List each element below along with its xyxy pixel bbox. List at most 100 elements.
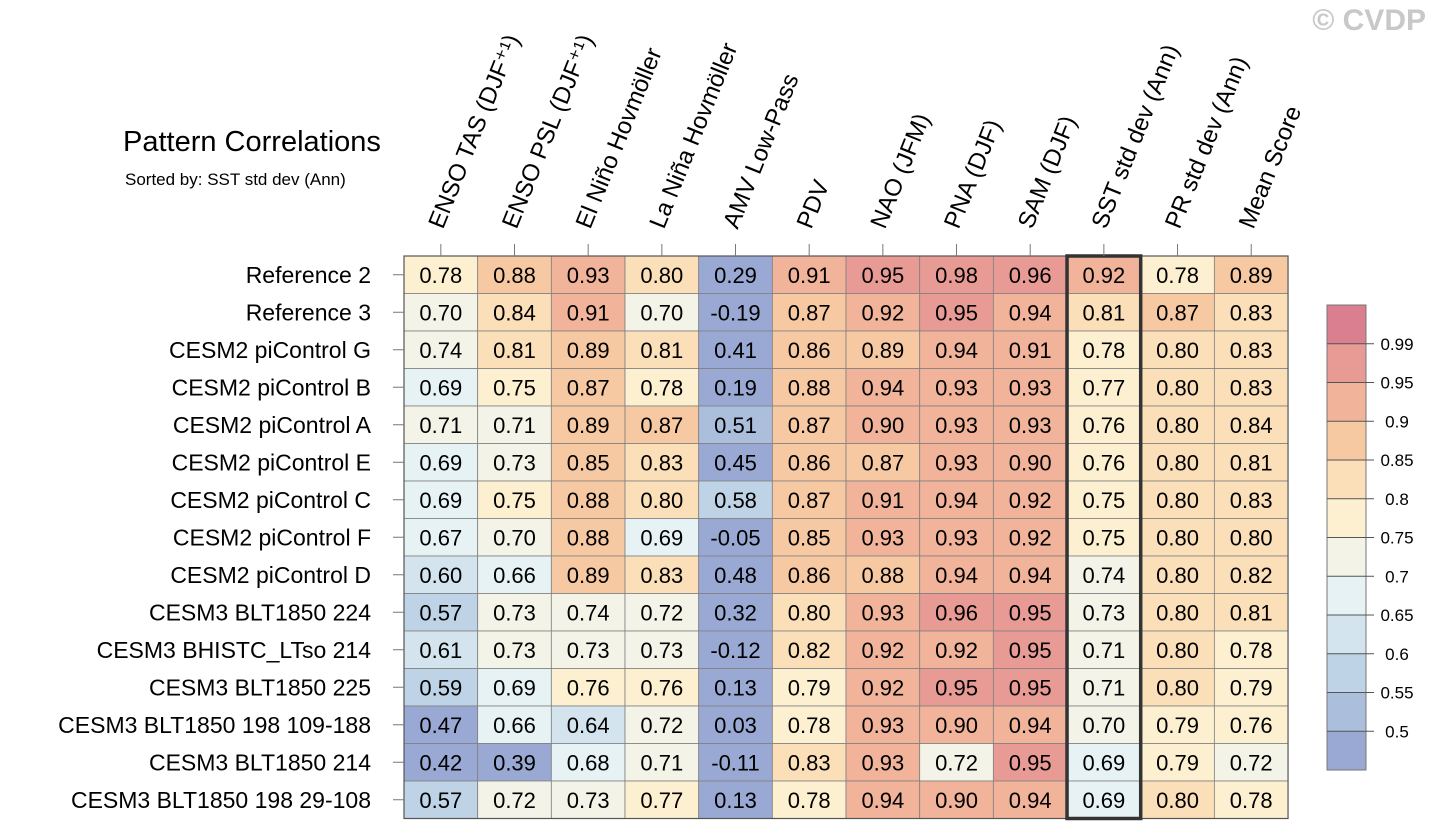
heatmap-cell: [1066, 405, 1142, 444]
cell-value: 0.94: [861, 375, 904, 400]
colorbar-segment: [1327, 498, 1366, 538]
cell-value: 0.71: [1082, 638, 1125, 663]
cell-value: 0.69: [493, 675, 536, 700]
cell-value: 0.89: [567, 413, 610, 438]
cell-value: 0.87: [1156, 300, 1199, 325]
heatmap-cell: [624, 480, 700, 519]
cell-value: 0.69: [419, 488, 462, 513]
column-label: AMV Low-Pass: [718, 70, 804, 232]
heatmap-cell: [1213, 255, 1289, 294]
heatmap-cell: [403, 555, 479, 594]
cell-value: 0.78: [788, 788, 831, 813]
colorbar-segment: [1327, 382, 1366, 422]
cell-value: 0.92: [861, 300, 904, 325]
cell-value: 0.66: [493, 713, 536, 738]
row-label: CESM2 piControl D: [170, 562, 371, 588]
cell-value: 0.61: [419, 638, 462, 663]
cell-value: 0.83: [1230, 338, 1273, 363]
heatmap-cell: [992, 780, 1068, 819]
heatmap-cell: [845, 368, 921, 407]
heatmap-cell: [1066, 593, 1142, 632]
cell-value: 0.70: [640, 300, 683, 325]
cell-value: 0.86: [788, 338, 831, 363]
row-label: CESM3 BLT1850 225: [149, 674, 371, 700]
heatmap-cell: [1066, 555, 1142, 594]
cell-value: 0.89: [1230, 263, 1273, 288]
cell-value: 0.80: [1156, 638, 1199, 663]
heatmap-cell: [698, 518, 773, 557]
row-label: Reference 2: [246, 262, 371, 288]
column-label: NAO (JFM): [865, 110, 935, 233]
heatmap-cell: [845, 293, 921, 332]
cell-value: 0.72: [640, 713, 683, 738]
cell-value: 0.94: [1009, 788, 1052, 813]
cell-value: 0.80: [640, 263, 683, 288]
cell-value: 0.96: [1009, 263, 1052, 288]
cell-value: 0.13: [714, 788, 757, 813]
cell-value: 0.98: [935, 263, 978, 288]
cell-value: 0.72: [493, 788, 536, 813]
row-label: CESM3 BHISTC_LTso 214: [97, 637, 372, 663]
cell-value: 0.77: [640, 788, 683, 813]
cell-value: 0.87: [788, 488, 831, 513]
cell-value: 0.92: [861, 638, 904, 663]
cell-value: 0.78: [1082, 338, 1125, 363]
heatmap-cell: [1213, 480, 1289, 519]
cell-value: 0.81: [1082, 300, 1125, 325]
cell-value: 0.71: [640, 750, 683, 775]
cell-value: 0.90: [935, 788, 978, 813]
cell-value: 0.19: [714, 375, 757, 400]
cell-value: 0.87: [788, 300, 831, 325]
cell-value: 0.69: [1082, 750, 1125, 775]
cell-value: 0.69: [419, 450, 462, 475]
cell-value: 0.80: [1156, 675, 1199, 700]
heatmap-cell: [919, 668, 994, 707]
heatmap-cell: [771, 518, 847, 557]
row-label: CESM2 piControl C: [170, 487, 371, 513]
cell-value: 0.93: [567, 263, 610, 288]
cell-value: 0.93: [1009, 375, 1052, 400]
heatmap-cell: [771, 668, 847, 707]
cell-value: 0.79: [1156, 713, 1199, 738]
cell-value: 0.79: [788, 675, 831, 700]
heatmap-cell: [477, 705, 552, 744]
heatmap-cell: [1213, 630, 1289, 669]
cell-value: 0.93: [935, 525, 978, 550]
cell-value: 0.32: [714, 600, 757, 625]
heatmap-cell: [624, 405, 700, 444]
cell-value: 0.29: [714, 263, 757, 288]
cell-value: 0.94: [861, 788, 904, 813]
heatmap-cell: [1140, 480, 1215, 519]
cell-value: 0.92: [935, 638, 978, 663]
cell-value: 0.67: [419, 525, 462, 550]
heatmap-cell: [919, 255, 994, 294]
cell-value: 0.47: [419, 713, 462, 738]
cell-value: 0.93: [935, 375, 978, 400]
colorbar-segment: [1327, 343, 1366, 383]
cell-value: 0.83: [640, 450, 683, 475]
heatmap-cell: [771, 330, 847, 369]
heatmap-cell: [845, 705, 921, 744]
cell-value: 0.48: [714, 563, 757, 588]
cell-value: 0.89: [567, 338, 610, 363]
heatmap-cell: [1140, 593, 1215, 632]
cell-value: 0.70: [1082, 713, 1125, 738]
heatmap-cell: [698, 705, 773, 744]
cell-value: 0.80: [788, 600, 831, 625]
cell-value: 0.80: [1156, 600, 1199, 625]
cell-value: 0.81: [1230, 600, 1273, 625]
cell-value: 0.88: [493, 263, 536, 288]
cell-value: 0.90: [935, 713, 978, 738]
cell-value: 0.91: [861, 488, 904, 513]
cell-value: 0.13: [714, 675, 757, 700]
colorbar-label: 0.6: [1385, 645, 1409, 664]
cell-value: 0.75: [1082, 525, 1125, 550]
cell-value: 0.95: [935, 300, 978, 325]
cell-value: 0.88: [861, 563, 904, 588]
heatmap-cell: [845, 668, 921, 707]
heatmap-cell: [992, 330, 1068, 369]
cell-value: 0.73: [1082, 600, 1125, 625]
row-label: CESM3 BLT1850 224: [149, 599, 371, 625]
cell-value: 0.80: [640, 488, 683, 513]
